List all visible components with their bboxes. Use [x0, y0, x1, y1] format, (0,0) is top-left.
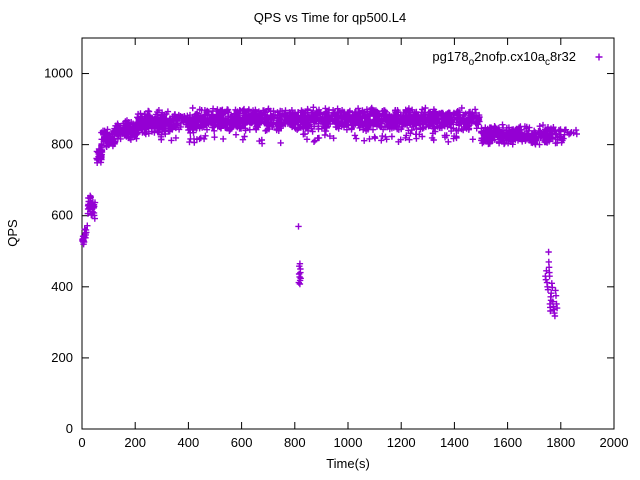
x-tick-label: 1800	[546, 435, 575, 450]
x-tick-label: 0	[78, 435, 85, 450]
x-tick-label: 2000	[600, 435, 629, 450]
legend-series-label: pg178o2nofp.cx10ac8r32	[432, 49, 576, 68]
axis-ticks: 0 200 400 600 800 1000 1200 1400 1600 1800 2000 0 20…	[44, 38, 628, 450]
data-series	[79, 104, 580, 320]
legend: pg178o2nofp.cx10ac8r32	[432, 49, 603, 68]
y-axis-label: QPS	[5, 219, 20, 247]
y-tick-label: 1000	[44, 66, 73, 81]
plot-border	[81, 37, 615, 430]
x-tick-label: 800	[284, 435, 306, 450]
x-tick-label: 1000	[334, 435, 363, 450]
x-tick-label: 1600	[493, 435, 522, 450]
y-tick-label: 800	[51, 137, 73, 152]
x-tick-label: 1200	[387, 435, 416, 450]
x-tick-label: 200	[124, 435, 146, 450]
y-tick-label: 200	[51, 350, 73, 365]
x-axis-label: Time(s)	[326, 456, 370, 471]
x-tick-label: 1400	[440, 435, 469, 450]
x-tick-label: 600	[231, 435, 253, 450]
series-points	[79, 104, 580, 320]
x-tick-label: 400	[178, 435, 200, 450]
y-tick-label: 600	[51, 208, 73, 223]
y-tick-label: 0	[66, 421, 73, 436]
chart-title: QPS vs Time for qp500.L4	[254, 10, 406, 25]
y-tick-label: 400	[51, 279, 73, 294]
legend-plus-marker-icon	[595, 53, 603, 61]
